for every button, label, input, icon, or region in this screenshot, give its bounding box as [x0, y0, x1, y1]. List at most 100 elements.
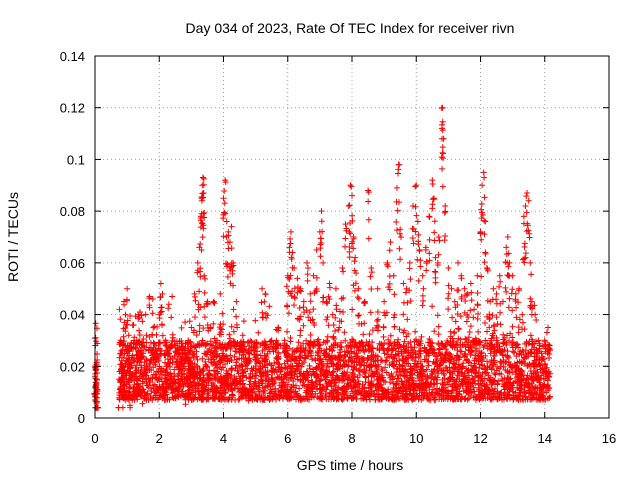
chart-title: Day 034 of 2023, Rate Of TEC Index for r…	[186, 20, 515, 36]
data-point	[338, 396, 345, 402]
data-point	[182, 340, 189, 347]
data-point-peak	[527, 259, 534, 266]
data-point	[426, 372, 433, 379]
data-point	[484, 345, 491, 352]
data-point	[309, 316, 316, 323]
data-point	[523, 193, 530, 200]
data-point	[284, 357, 291, 364]
data-point	[538, 372, 545, 379]
data-point	[369, 339, 376, 346]
data-point	[380, 323, 387, 330]
data-point	[262, 310, 269, 317]
data-point	[297, 370, 304, 377]
data-point	[416, 247, 423, 254]
x-tick-label: 0	[91, 431, 98, 446]
data-point	[330, 342, 337, 349]
data-point	[124, 321, 131, 328]
data-point	[368, 269, 375, 276]
data-point	[504, 368, 511, 375]
data-point	[466, 379, 473, 386]
data-point	[429, 303, 436, 310]
data-point-peak	[169, 293, 176, 300]
data-point	[317, 390, 324, 397]
data-point	[314, 373, 321, 380]
data-point	[442, 364, 449, 371]
data-point	[446, 350, 453, 357]
data-point	[438, 367, 445, 374]
data-point	[300, 322, 307, 329]
data-point	[433, 389, 440, 396]
data-point	[356, 389, 363, 396]
data-point	[171, 353, 178, 360]
data-point	[337, 346, 344, 353]
data-point	[296, 287, 303, 294]
data-point	[256, 388, 263, 395]
data-point	[529, 303, 536, 310]
data-point	[318, 218, 325, 225]
data-point-peak	[435, 234, 442, 240]
data-point	[359, 381, 366, 388]
data-point	[369, 327, 376, 334]
data-point	[165, 350, 172, 357]
data-point	[197, 273, 204, 280]
data-point	[489, 330, 496, 337]
data-point	[239, 394, 246, 401]
data-point	[439, 127, 446, 134]
data-point	[167, 356, 174, 363]
data-point	[206, 346, 213, 353]
data-point	[464, 341, 471, 348]
data-point	[415, 277, 422, 284]
data-point	[367, 273, 374, 280]
data-point	[402, 289, 409, 296]
data-point	[133, 393, 140, 400]
data-point	[475, 384, 482, 391]
data-point	[547, 347, 554, 354]
data-point	[477, 230, 484, 237]
data-point	[221, 188, 228, 195]
data-point	[322, 392, 329, 399]
data-point	[457, 313, 464, 320]
data-point	[141, 343, 148, 350]
data-point	[525, 227, 532, 234]
data-point	[390, 314, 397, 321]
data-point	[303, 368, 310, 375]
data-point	[263, 355, 270, 362]
data-point	[368, 388, 375, 395]
data-point	[399, 387, 406, 394]
data-point	[405, 349, 412, 356]
data-point	[149, 331, 156, 338]
data-point	[352, 280, 359, 287]
data-point	[375, 361, 382, 368]
data-point	[343, 372, 350, 379]
data-point	[428, 368, 435, 375]
data-point	[191, 293, 198, 300]
data-point	[515, 324, 522, 331]
data-point	[416, 382, 423, 389]
data-point	[159, 322, 166, 329]
data-point	[214, 370, 221, 377]
data-point	[380, 333, 387, 340]
data-point	[496, 370, 503, 377]
data-point	[222, 179, 229, 186]
data-point	[394, 207, 401, 214]
data-point	[150, 324, 157, 331]
data-point	[167, 363, 174, 370]
data-point	[153, 374, 160, 381]
data-point	[439, 165, 446, 172]
data-point	[397, 390, 404, 397]
data-point	[262, 364, 269, 371]
data-point	[417, 257, 424, 264]
data-point	[184, 380, 191, 387]
data-point	[316, 341, 323, 348]
y-axis: 0 0.02 0.04 0.06 0.08 0.1 0.12 0.14	[60, 49, 609, 426]
data-point	[307, 348, 314, 355]
data-point	[466, 329, 473, 336]
data-point	[330, 375, 337, 382]
data-point	[120, 382, 127, 389]
data-point	[220, 356, 227, 363]
data-point	[256, 359, 263, 366]
data-point	[336, 365, 343, 372]
data-point	[116, 354, 123, 361]
data-point-peak	[200, 190, 207, 197]
data-point	[431, 218, 438, 225]
